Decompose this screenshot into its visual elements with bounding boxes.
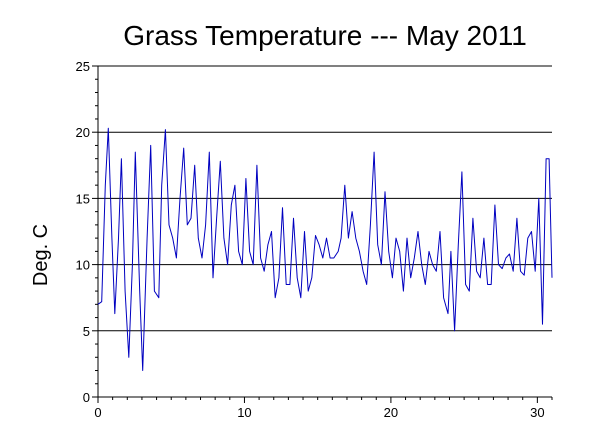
y-tick-label: 15 [76,191,90,206]
y-tick-label: 20 [76,125,90,140]
series-layer [97,127,553,371]
y-axis-label: Deg. C [30,224,52,286]
gridlines [98,65,552,332]
x-tick-label: 0 [94,405,101,420]
y-tick-label: 10 [76,258,90,273]
chart-title: Grass Temperature --- May 2011 [123,20,527,51]
y-tick-label: 25 [76,59,90,74]
y-tick-label: 0 [83,390,90,405]
y-tick-label: 5 [83,324,90,339]
series-line-0 [97,127,553,371]
x-tick-label: 10 [237,405,251,420]
axes: 0 5 10 15 20 25 0 10 20 30 [76,59,553,420]
x-tick-label: 30 [530,405,544,420]
x-tick-label: 20 [384,405,398,420]
